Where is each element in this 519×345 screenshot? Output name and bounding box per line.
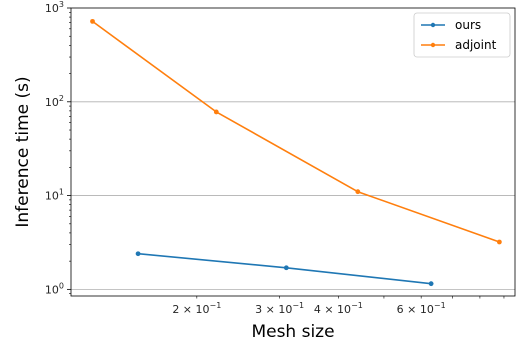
data-point-ours [135, 251, 141, 257]
data-point-adjoint [90, 18, 95, 24]
x-tick-label: 6 × 10−1 [397, 301, 446, 316]
y-tick-label: 100 [45, 281, 64, 296]
data-point-adjoint [213, 109, 219, 115]
legend-label-ours: ours [455, 18, 481, 32]
y-tick-label: 102 [45, 94, 64, 109]
y-tick-label: 101 [45, 188, 64, 203]
data-point-ours [283, 265, 289, 271]
x-tick-label: 2 × 10−1 [172, 301, 221, 316]
plot-frame [70, 7, 516, 297]
y-axis-label: Inference time (s) [13, 76, 33, 227]
plot-series [90, 18, 502, 287]
legend-adjoint-marker [430, 42, 436, 48]
x-tick-label: 4 × 10−1 [314, 301, 363, 316]
axis-ticks: 100 101 102 103 2 × 10−1 3 × 10−1 4 × 10−1 6 × … [45, 0, 505, 316]
data-point-adjoint [496, 239, 502, 245]
legend-ours-marker [430, 22, 436, 28]
legend: ours adjoint [413, 12, 511, 58]
data-point-adjoint [355, 189, 361, 195]
y-tick-label: 103 [45, 0, 64, 15]
legend-label-adjoint: adjoint [455, 38, 497, 52]
grid-lines [71, 101, 515, 290]
legend-box [413, 12, 511, 58]
x-tick-label: 3 × 10−1 [255, 301, 304, 316]
data-point-ours [428, 281, 434, 287]
x-axis-label: Mesh size [251, 322, 334, 342]
series-line-adjoint [92, 20, 500, 243]
